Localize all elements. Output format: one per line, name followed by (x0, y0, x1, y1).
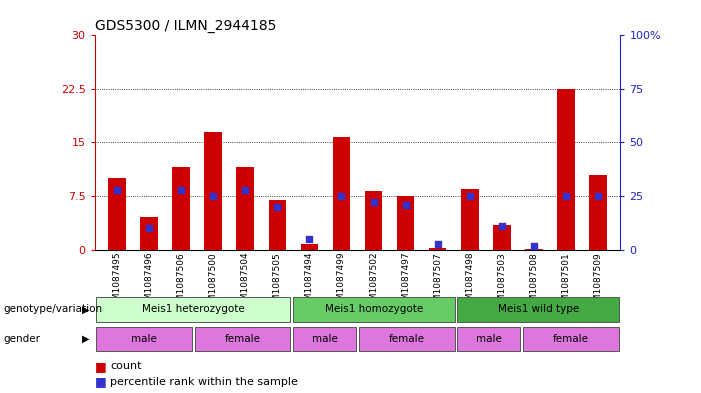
Text: percentile rank within the sample: percentile rank within the sample (110, 377, 298, 387)
Bar (493, 224, 510, 250)
Text: GSM1087497: GSM1087497 (401, 252, 410, 312)
Point (529, 243, 540, 250)
Text: count: count (110, 361, 142, 371)
Text: male: male (312, 334, 338, 344)
Text: Meis1 homozygote: Meis1 homozygote (325, 305, 423, 314)
Point (464, 193, 475, 199)
FancyBboxPatch shape (523, 327, 619, 351)
Text: GSM1087503: GSM1087503 (497, 252, 506, 312)
Text: gender: gender (4, 334, 41, 344)
Text: ▶: ▶ (82, 305, 89, 314)
Bar (301, 244, 318, 250)
Text: GSM1087499: GSM1087499 (337, 252, 346, 312)
FancyBboxPatch shape (293, 297, 455, 322)
Text: genotype/variation: genotype/variation (4, 305, 102, 314)
Point (272, 204, 283, 210)
Text: GSM1087508: GSM1087508 (529, 252, 538, 312)
Bar (236, 167, 254, 250)
Point (111, 186, 123, 193)
Text: ■: ■ (95, 360, 107, 373)
Text: GSM1087500: GSM1087500 (209, 252, 218, 312)
Point (240, 186, 251, 193)
Bar (461, 189, 479, 250)
Text: GSM1087509: GSM1087509 (594, 252, 602, 312)
Point (592, 193, 604, 199)
Point (560, 193, 571, 199)
Bar (365, 191, 382, 250)
Point (496, 223, 508, 229)
Text: GSM1087495: GSM1087495 (113, 252, 121, 312)
Bar (429, 248, 447, 250)
Point (144, 225, 155, 231)
Bar (172, 167, 190, 250)
Text: GSM1087501: GSM1087501 (562, 252, 571, 312)
Text: GSM1087502: GSM1087502 (369, 252, 378, 312)
Text: ▶: ▶ (82, 334, 89, 344)
FancyBboxPatch shape (96, 297, 290, 322)
Text: GSM1087494: GSM1087494 (305, 252, 314, 312)
Text: male: male (476, 334, 502, 344)
FancyBboxPatch shape (195, 327, 290, 351)
Point (336, 193, 347, 199)
Bar (397, 196, 414, 250)
Text: female: female (553, 334, 589, 344)
Bar (589, 174, 607, 250)
Text: Meis1 wild type: Meis1 wild type (498, 305, 579, 314)
Text: GSM1087505: GSM1087505 (273, 252, 282, 312)
Text: GSM1087507: GSM1087507 (433, 252, 442, 312)
Point (368, 199, 379, 206)
Text: female: female (389, 334, 425, 344)
FancyBboxPatch shape (293, 327, 356, 351)
Text: GDS5300 / ILMN_2944185: GDS5300 / ILMN_2944185 (95, 19, 276, 33)
Bar (140, 217, 158, 250)
Point (175, 186, 186, 193)
Bar (557, 89, 575, 250)
Text: Meis1 heterozygote: Meis1 heterozygote (142, 305, 245, 314)
Point (304, 236, 315, 242)
Text: GSM1087496: GSM1087496 (144, 252, 154, 312)
Bar (108, 178, 126, 250)
Point (207, 193, 219, 199)
Text: GSM1087506: GSM1087506 (177, 252, 186, 312)
Text: ■: ■ (95, 375, 107, 389)
Text: male: male (131, 334, 157, 344)
FancyBboxPatch shape (457, 297, 619, 322)
Point (432, 241, 443, 247)
Bar (333, 137, 350, 250)
Bar (268, 200, 286, 250)
Text: female: female (224, 334, 261, 344)
Bar (205, 132, 222, 250)
FancyBboxPatch shape (359, 327, 455, 351)
Text: GSM1087504: GSM1087504 (241, 252, 250, 312)
Text: GSM1087498: GSM1087498 (465, 252, 474, 312)
FancyBboxPatch shape (96, 327, 192, 351)
FancyBboxPatch shape (457, 327, 520, 351)
Point (400, 202, 411, 208)
Bar (525, 249, 543, 250)
